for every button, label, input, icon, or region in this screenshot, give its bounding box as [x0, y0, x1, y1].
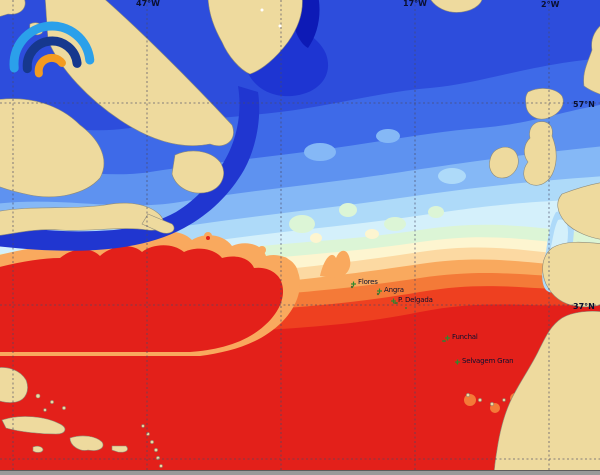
land-cuba [1, 416, 66, 435]
land-labrador [45, 0, 234, 147]
place-marker-icon [377, 288, 382, 294]
place-markers [351, 281, 460, 365]
land-africa [493, 310, 600, 475]
land-jamaica [32, 445, 44, 453]
place-label-selvagem-gran: Selvagem Gran [462, 357, 514, 365]
land-scotland [525, 88, 564, 120]
land-newfoundland [171, 150, 224, 194]
place-marker-icon [391, 298, 396, 304]
place-marker-icon [351, 281, 356, 287]
greenland-ice-specks [260, 8, 282, 28]
place-label-flores: Flores [358, 278, 378, 286]
land-norway [583, 25, 600, 95]
lon-label-47w: 47°W [136, 0, 160, 8]
place-marker-icon [455, 359, 460, 365]
gulf-stream-front [0, 225, 300, 356]
land-iberia [542, 241, 600, 308]
land-ireland [489, 146, 519, 179]
window-bottom-edge [0, 470, 600, 475]
land-france [557, 182, 600, 240]
land-florida [0, 367, 28, 403]
land-iceland [430, 0, 483, 13]
land-greenland [207, 0, 303, 75]
lon-label-17w: 17°W [403, 0, 427, 8]
place-label-p-delgada: P. Delgada [398, 296, 433, 304]
place-label-funchal: Funchal [452, 333, 478, 341]
transition-eddies [289, 203, 444, 278]
land-england [523, 121, 557, 186]
labrador-cold-tongue [0, 86, 260, 251]
lat-label-37n: 37°N [573, 302, 595, 311]
lon-label-2w: 2°W [541, 0, 560, 9]
land-nova-scotia [141, 213, 175, 234]
place-label-angra: Angra [384, 286, 404, 294]
place-marker-icon [445, 335, 450, 341]
land-hispaniola [69, 435, 104, 451]
lat-label-57n: 57°N [573, 100, 595, 109]
land-quebec [0, 98, 105, 198]
land-arctic-islands [0, 0, 26, 17]
land-puerto-rico [111, 445, 128, 453]
rainbow-arcs-logo [9, 21, 95, 78]
